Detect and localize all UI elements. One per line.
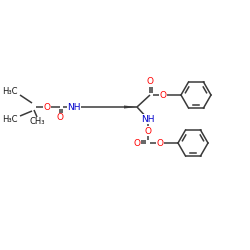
Text: CH₃: CH₃ (29, 118, 45, 126)
Polygon shape (124, 106, 137, 108)
Text: H₃C: H₃C (2, 114, 18, 124)
Text: O: O (160, 90, 166, 100)
Text: O: O (146, 78, 154, 86)
Text: O: O (44, 102, 51, 112)
Text: NH: NH (67, 102, 81, 112)
Text: NH: NH (141, 114, 155, 124)
Text: O: O (144, 126, 152, 136)
Text: O: O (56, 114, 64, 122)
Text: H₃C: H₃C (2, 88, 18, 96)
Text: O: O (156, 138, 164, 147)
Text: O: O (134, 138, 140, 147)
